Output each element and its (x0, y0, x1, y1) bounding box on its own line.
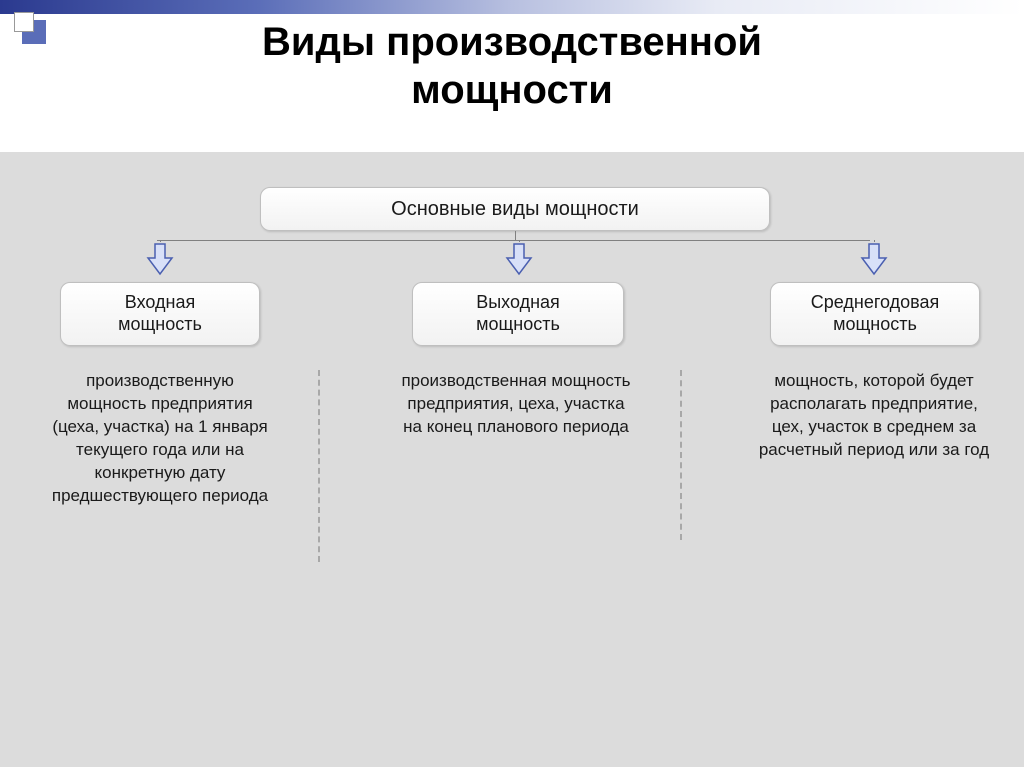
child-box-2: Среднегодовая мощность (770, 282, 980, 346)
connector-line (157, 240, 870, 241)
down-arrow-icon (146, 242, 174, 276)
diagram-area: Основные виды мощности Входная мощность Вы… (0, 152, 1024, 767)
description-1: производственная мощность предприятия, ц… (400, 370, 632, 439)
divider-1 (680, 370, 682, 540)
top-gradient-bar (0, 0, 1024, 14)
divider-0 (318, 370, 320, 562)
description-0: производственную мощность предприятия (ц… (45, 370, 275, 508)
down-arrow-icon (505, 242, 533, 276)
slide-title: Виды производственной мощности (0, 18, 1024, 114)
arrow-stub (874, 240, 875, 242)
arrow-stub (519, 240, 520, 242)
down-arrow-icon (860, 242, 888, 276)
slide-title-wrap: Виды производственной мощности (0, 18, 1024, 114)
child-box-1: Выходная мощность (412, 282, 624, 346)
connector-stub (515, 231, 516, 240)
description-2: мощность, которой будет располагать пред… (755, 370, 993, 462)
root-box: Основные виды мощности (260, 187, 770, 231)
arrow-stub (160, 240, 161, 242)
child-box-0: Входная мощность (60, 282, 260, 346)
